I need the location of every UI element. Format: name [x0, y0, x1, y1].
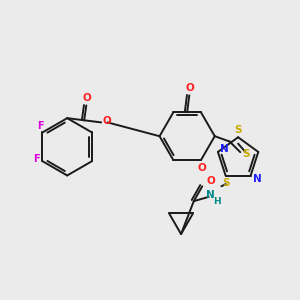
Text: H: H	[213, 196, 221, 206]
Text: O: O	[186, 83, 195, 93]
Text: F: F	[33, 154, 39, 164]
Text: O: O	[102, 116, 111, 126]
Text: O: O	[198, 163, 206, 172]
Text: S: S	[234, 125, 242, 135]
Text: N: N	[253, 174, 261, 184]
Text: S: S	[242, 149, 249, 159]
Text: N: N	[220, 144, 229, 154]
Text: O: O	[206, 176, 215, 186]
Text: N: N	[206, 190, 215, 200]
Text: S: S	[222, 178, 230, 188]
Text: F: F	[37, 121, 44, 131]
Text: O: O	[83, 93, 92, 103]
